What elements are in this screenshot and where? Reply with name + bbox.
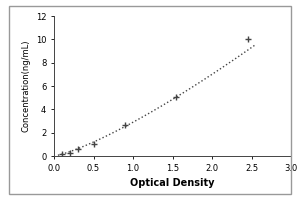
X-axis label: Optical Density: Optical Density [130, 178, 215, 188]
Y-axis label: Concentration(ng/mL): Concentration(ng/mL) [21, 40, 30, 132]
